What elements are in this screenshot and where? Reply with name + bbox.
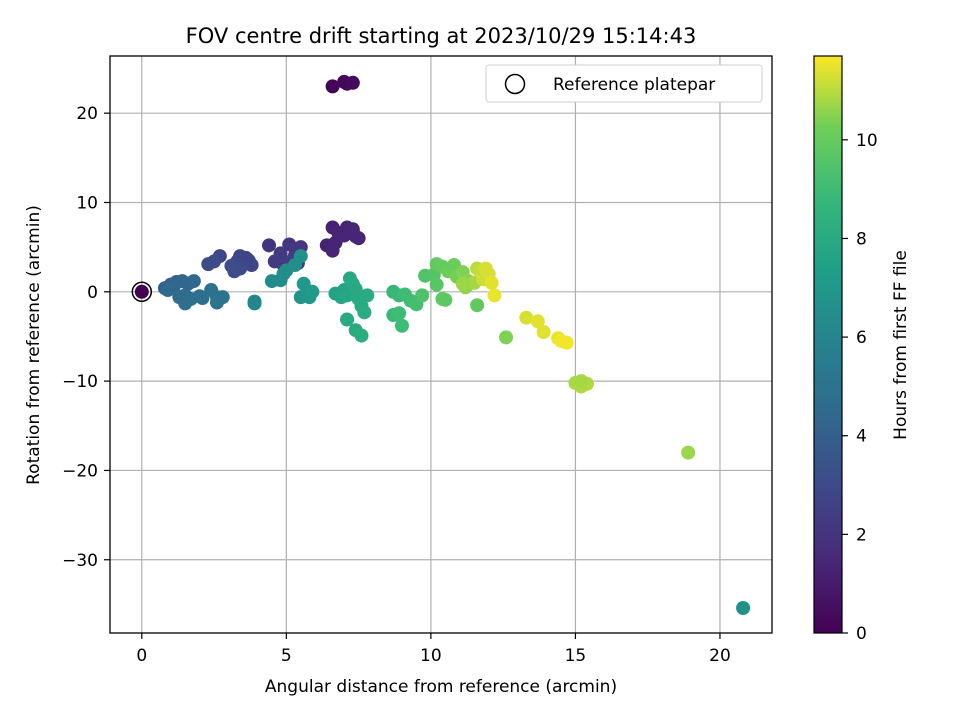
x-tick-label: 5 (281, 646, 292, 666)
data-point (354, 328, 369, 343)
y-tick-label: −10 (62, 372, 98, 392)
data-point (360, 288, 375, 303)
y-tick-label: −30 (62, 551, 98, 571)
colorbar-tick-label: 2 (856, 525, 867, 545)
colorbar-ticks: 0 2 4 6 8 10 (842, 131, 878, 644)
data-point (429, 277, 444, 292)
x-tick-label: 15 (565, 646, 587, 666)
data-point (224, 258, 239, 273)
colorbar-tick-label: 8 (856, 229, 867, 249)
data-point (215, 290, 230, 305)
plot-frame (109, 55, 773, 634)
legend-label-reference-platepar: Reference platepar (553, 75, 715, 95)
data-point (261, 238, 276, 253)
data-point (681, 445, 696, 460)
plot-area (110, 56, 772, 633)
reference-platepar-marker (131, 281, 153, 303)
data-point (340, 312, 355, 327)
x-axis-label: Angular distance from reference (arcmin) (265, 677, 617, 697)
data-point (172, 290, 187, 305)
data-point (186, 274, 201, 289)
legend-marker-open-circle (504, 73, 526, 95)
data-point (134, 284, 149, 299)
data-point (357, 305, 372, 320)
data-point (499, 330, 514, 345)
legend: Reference platepar (485, 64, 763, 103)
colorbar-tick-label: 4 (856, 427, 867, 447)
x-tick-label: 0 (136, 646, 147, 666)
data-point (519, 310, 534, 325)
y-tick-label: 20 (76, 104, 98, 124)
data-point (337, 228, 352, 243)
data-point (293, 249, 308, 264)
data-point (487, 288, 502, 303)
data-point (415, 288, 430, 303)
colorbar-tick-label: 6 (856, 328, 867, 348)
data-point (325, 79, 340, 94)
colorbar-gradient (813, 55, 843, 634)
data-point (160, 283, 175, 298)
y-tick-label: −20 (62, 461, 98, 481)
y-tick-label: 0 (87, 283, 98, 303)
data-point (470, 298, 485, 313)
data-point (351, 231, 366, 246)
x-tick-label: 10 (420, 646, 442, 666)
data-point (345, 75, 360, 90)
colorbar-label: Hours from first FF file (891, 250, 911, 440)
data-point (536, 324, 551, 339)
data-point (282, 237, 297, 252)
data-point (484, 275, 499, 290)
x-tick-label: 20 (709, 646, 731, 666)
data-point (392, 306, 407, 321)
colorbar-tick-label: 10 (856, 131, 878, 151)
colorbar-tick-label: 0 (856, 624, 867, 644)
data-point (455, 276, 470, 291)
grid-lines (110, 56, 772, 633)
y-axis-label: Rotation from reference (arcmin) (24, 205, 44, 485)
chart-title: FOV centre drift starting at 2023/10/29 … (186, 24, 697, 48)
colorbar: 0 2 4 6 8 10 Hours from first FF file (813, 55, 911, 644)
data-point (438, 292, 453, 307)
legend-box (485, 64, 763, 103)
data-point (305, 284, 320, 299)
data-point (530, 314, 545, 329)
data-points (131, 74, 751, 615)
data-point (736, 600, 751, 615)
data-point (201, 257, 216, 272)
data-point (192, 289, 207, 304)
data-point (247, 296, 262, 311)
y-tick-label: 10 (76, 193, 98, 213)
data-point (559, 335, 574, 350)
data-point (574, 374, 589, 389)
data-point (394, 318, 409, 333)
axis-ticks: 0 5 10 15 20 20 10 0 −10 −20 −30 (62, 104, 731, 666)
